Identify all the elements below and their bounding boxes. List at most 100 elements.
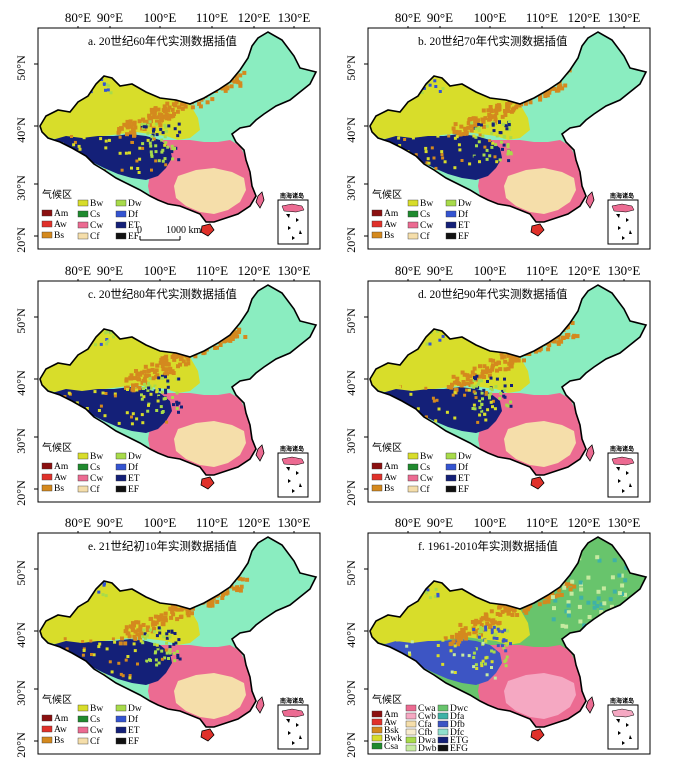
latitude-label: 20°N xyxy=(344,480,358,506)
zone-cf xyxy=(174,421,246,467)
longitude-label: 100°E xyxy=(474,515,507,530)
legend-label: Dwb xyxy=(418,744,437,754)
longitude-label: 90°E xyxy=(97,10,123,25)
legend-label: Dwc xyxy=(450,704,468,714)
legend-label: Dfc xyxy=(450,727,464,738)
inset-label: 南海诸岛 xyxy=(610,445,634,453)
legend-title: 气候区 xyxy=(42,441,72,454)
legend-swatch xyxy=(371,726,383,734)
legend-label: Cw xyxy=(90,726,103,736)
legend-swatch xyxy=(445,463,457,471)
latitude-label: 20°N xyxy=(344,732,358,758)
legend-label: EF xyxy=(128,737,139,747)
legend-label: Am xyxy=(384,710,399,720)
longitude-label: 80°E xyxy=(65,515,91,530)
legend-swatch xyxy=(445,452,457,460)
longitude-label: 110°E xyxy=(526,515,558,530)
legend-label: ET xyxy=(458,474,470,484)
legend-swatch xyxy=(115,463,127,471)
legend-label: Am xyxy=(54,209,69,219)
climate-map-a: 80°E 90°E 100°E 110°E 120°E 130°E 50°N 40°N 30°N… xyxy=(14,10,321,253)
legend-label: Dwa xyxy=(418,736,437,746)
legend-swatch xyxy=(407,232,419,240)
legend-label: Cf xyxy=(90,736,100,747)
legend-swatch xyxy=(77,715,89,723)
legend-swatch xyxy=(407,474,419,482)
country-outline xyxy=(369,536,648,728)
country-outline xyxy=(39,536,318,728)
country-outline xyxy=(369,284,648,476)
latitude-label: 40°N xyxy=(14,622,28,648)
legend-swatch xyxy=(371,484,383,492)
legend-swatch xyxy=(407,199,419,207)
legend-label: Dw xyxy=(458,199,472,209)
legend-swatch xyxy=(371,220,383,228)
legend-label: Am xyxy=(54,462,69,472)
legend-swatch xyxy=(41,473,53,481)
zone-cf xyxy=(504,673,576,719)
legend-swatch xyxy=(77,463,89,471)
taiwan-island xyxy=(255,444,265,462)
legend-label: Aw xyxy=(384,473,397,483)
legend-swatch xyxy=(371,742,383,750)
legend-swatch xyxy=(445,485,457,493)
longitude-label: 110°E xyxy=(196,515,228,530)
longitude-label: 80°E xyxy=(395,515,421,530)
legend-swatch xyxy=(445,221,457,229)
legend-label: ETG xyxy=(450,736,469,746)
longitude-label: 110°E xyxy=(526,10,558,25)
legend-label: Cfa xyxy=(418,719,433,730)
legend-swatch xyxy=(445,199,457,207)
legend-label: Cf xyxy=(90,231,100,242)
legend-swatch xyxy=(405,712,417,720)
legend-label: Dw xyxy=(128,452,142,462)
legend-label: Cfb xyxy=(418,727,433,738)
legend-label: Dw xyxy=(458,452,472,462)
longitude-label: 120°E xyxy=(568,263,601,278)
legend-swatch xyxy=(77,452,89,460)
inset-label: 南海诸岛 xyxy=(280,192,304,200)
longitude-label: 110°E xyxy=(526,263,558,278)
legend-label: Aw xyxy=(384,718,397,728)
legend-swatch xyxy=(115,210,127,218)
legend-swatch xyxy=(371,710,383,718)
zone-desert xyxy=(402,110,478,128)
legend-swatch xyxy=(437,728,449,736)
hainan-island xyxy=(530,476,545,490)
legend-label: Cf xyxy=(420,484,430,495)
legend-swatch xyxy=(41,209,53,217)
longitude-label: 110°E xyxy=(196,263,228,278)
latitude-label: 20°N xyxy=(344,227,358,253)
legend-swatch xyxy=(371,231,383,239)
longitude-label: 80°E xyxy=(395,263,421,278)
legend-swatch xyxy=(77,474,89,482)
zone-desert xyxy=(72,615,148,633)
legend-label: Bwk xyxy=(384,734,402,744)
legend-swatch xyxy=(405,736,417,744)
legend-title: 气候区 xyxy=(42,188,72,201)
latitude-label: 30°N xyxy=(14,428,28,454)
legend-label: Cw xyxy=(90,221,103,231)
legend-label: Bw xyxy=(90,704,103,714)
legend-swatch xyxy=(77,737,89,745)
south-china-sea-inset: 南海诸岛 xyxy=(277,697,309,750)
zone-cf xyxy=(174,673,246,719)
legend-label: Bw xyxy=(420,452,433,462)
latitude-label: 20°N xyxy=(14,227,28,253)
legend-label: ET xyxy=(128,474,140,484)
legend-label: Bs xyxy=(54,231,64,241)
legend-label: Aw xyxy=(384,220,397,230)
legend-label: Df xyxy=(128,462,139,473)
legend-label: Cf xyxy=(420,231,430,242)
legend-swatch xyxy=(115,221,127,229)
taiwan-island xyxy=(255,696,265,714)
latitude-label: 30°N xyxy=(344,428,358,454)
panel-title: e. 21世纪初10年实测数据插值 xyxy=(88,539,237,553)
legend-title: 气候区 xyxy=(372,693,402,706)
legend-swatch xyxy=(41,231,53,239)
legend-label: Cw xyxy=(420,474,433,484)
legend-swatch xyxy=(405,720,417,728)
longitude-label: 100°E xyxy=(144,263,177,278)
legend-swatch xyxy=(405,728,417,736)
